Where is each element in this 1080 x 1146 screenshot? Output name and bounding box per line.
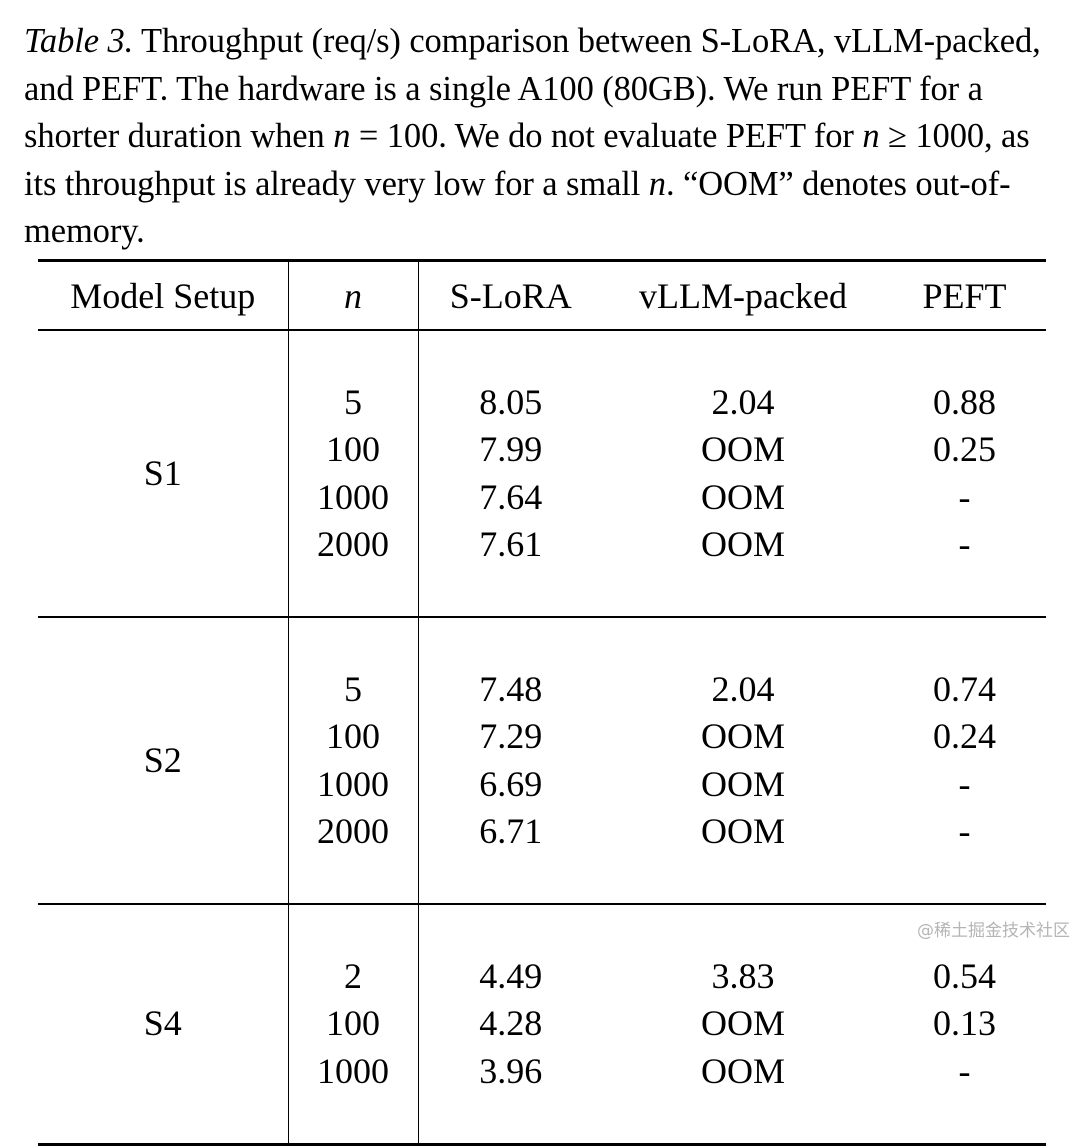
caption-math-val-1: 100: [386, 117, 439, 155]
vllm-packed-cell: 3.83: [711, 955, 775, 996]
s-lora-cell: 4.28: [479, 1003, 543, 1043]
caption-text-3: , as its throughput is already very low …: [24, 117, 1030, 203]
s-lora-cell: 3.96: [479, 1050, 543, 1091]
throughput-table-container: Model Setup n S-LoRA vLLM-packed PEFT S1…: [38, 259, 1046, 1146]
n-cell: 2000: [288, 808, 419, 856]
table-row: 1000 7.64 OOM -: [38, 473, 1046, 521]
vllm-packed-cell: OOM: [700, 716, 785, 756]
s-lora-cell: 7.48: [479, 668, 543, 709]
n-cell: 1000: [288, 760, 419, 808]
vllm-packed-cell: 2.04: [711, 668, 775, 709]
vllm-packed-cell: OOM: [700, 476, 785, 517]
group-spacer: [38, 1095, 1046, 1146]
n-cell: 5: [288, 665, 419, 713]
group-spacer: [38, 568, 1046, 618]
vllm-packed-cell: 2.04: [711, 381, 775, 422]
group-spacer: [38, 855, 1046, 905]
model-setup-cell: S2: [38, 665, 289, 856]
caption-text-2: . We do not evaluate PEFT for: [438, 117, 863, 155]
caption-math-op-2: ≥: [879, 117, 916, 155]
vllm-packed-cell: OOM: [700, 524, 785, 564]
peft-cell: 0.13: [933, 1003, 996, 1043]
caption-math-op-1: =: [350, 117, 387, 155]
table-row: 1000 6.69 OOM -: [38, 760, 1046, 808]
caption-label: Table 3.: [24, 22, 134, 60]
peft-cell: 0.74: [933, 668, 996, 709]
peft-cell: -: [958, 524, 971, 564]
caption-math-val-2: 1000: [915, 117, 984, 155]
model-setup-cell: S4: [38, 952, 289, 1095]
peft-cell: -: [958, 811, 971, 851]
peft-cell: 0.24: [933, 716, 996, 756]
model-setup-cell: S1: [38, 378, 289, 569]
table-row: S4 2 4.49 3.83 0.54: [38, 952, 1046, 1095]
n-cell: 100: [288, 713, 419, 761]
header-vllm-packed: vLLM-packed: [639, 275, 847, 316]
peft-cell: 0.54: [933, 955, 996, 996]
n-cell: 5: [288, 378, 419, 426]
table-row: S2 5 7.48 2.04 0.74: [38, 665, 1046, 856]
s-lora-cell: 7.64: [479, 476, 543, 517]
caption-math-var-2: n: [862, 117, 880, 155]
n-cell: 1000: [288, 473, 419, 521]
peft-cell: -: [958, 476, 971, 517]
n-cell: 2000: [288, 521, 419, 569]
s-lora-cell: 6.71: [479, 811, 543, 851]
header-s-lora: S-LoRA: [449, 275, 572, 316]
caption-math-var-1: n: [333, 117, 351, 155]
caption-text-4: . “OOM” denotes out-of-memory.: [24, 164, 1011, 251]
s-lora-cell: 8.05: [479, 381, 543, 422]
caption-math-var-3: n: [648, 164, 666, 203]
peft-cell: -: [958, 1050, 971, 1091]
s-lora-cell: 7.29: [479, 716, 543, 756]
n-cell: 100: [288, 1000, 419, 1048]
peft-cell: 0.88: [933, 381, 996, 422]
header-peft: PEFT: [922, 275, 1007, 316]
group-spacer: [38, 330, 1046, 379]
n-cell: 1000: [288, 1047, 419, 1095]
s-lora-cell: 4.49: [479, 955, 543, 996]
s-lora-cell: 6.69: [479, 763, 543, 804]
table-caption: Table 3. Throughput (req/s) comparison b…: [24, 18, 1054, 256]
throughput-table: Model Setup n S-LoRA vLLM-packed PEFT S1…: [38, 259, 1046, 1146]
table-row: 2000 7.61 OOM -: [38, 521, 1046, 569]
vllm-packed-cell: OOM: [700, 429, 785, 469]
table-row: S1 5 8.05 2.04 0.88: [38, 378, 1046, 569]
vllm-packed-cell: OOM: [700, 811, 785, 851]
peft-cell: 0.25: [933, 429, 996, 469]
table-row: 2000 6.71 OOM -: [38, 808, 1046, 856]
header-model-setup: Model Setup: [38, 260, 289, 330]
vllm-packed-cell: OOM: [700, 763, 785, 804]
n-cell: 2: [288, 952, 419, 1000]
group-spacer: [38, 617, 1046, 666]
table-header-row: Model Setup n S-LoRA vLLM-packed PEFT: [38, 260, 1046, 330]
caption-text-1: Throughput (req/s) comparison between S-…: [24, 22, 1041, 155]
s-lora-cell: 7.61: [479, 524, 543, 564]
peft-cell: -: [958, 763, 971, 804]
header-n: n: [288, 260, 419, 330]
watermark: @稀土掘金技术社区: [917, 921, 1070, 941]
table-row: 100 7.29 OOM 0.24: [38, 713, 1046, 761]
vllm-packed-cell: OOM: [700, 1050, 785, 1091]
s-lora-cell: 7.99: [479, 429, 543, 469]
table-row: 100 7.99 OOM 0.25: [38, 426, 1046, 474]
n-cell: 100: [288, 426, 419, 474]
group-spacer: [38, 904, 1046, 953]
vllm-packed-cell: OOM: [700, 1003, 785, 1043]
